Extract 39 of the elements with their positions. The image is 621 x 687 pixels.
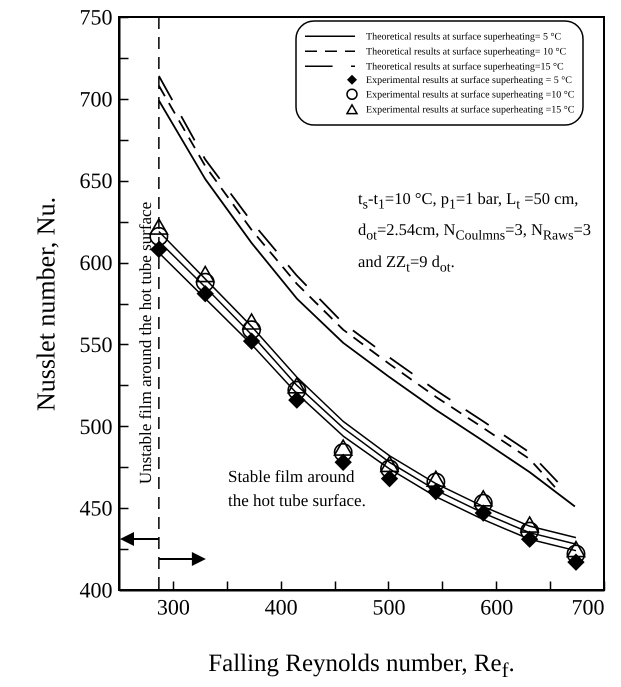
y-tick-label: 750: [80, 4, 112, 30]
x-tick-label: 600: [480, 594, 514, 620]
y-tick-label: 400: [80, 578, 112, 602]
legend-label: Experimental results at surface superheating =15 °C: [366, 104, 575, 116]
x-tick-label: 500: [372, 594, 406, 620]
annotation: Stable film around the hot tube surface.: [228, 467, 366, 510]
point: [334, 443, 353, 462]
point: [196, 266, 215, 282]
point: [334, 439, 353, 456]
y-tick-label: 700: [80, 86, 112, 112]
x-tick-label: 300: [156, 594, 190, 620]
legend-label: Theoretical results at surface superheating=15 °C: [366, 61, 564, 72]
y-tick-label: 600: [80, 250, 112, 276]
x-tick-label: 400: [264, 594, 298, 620]
x-axis-title: Falling Reynolds number, Re$_{f}$.: [207, 650, 516, 683]
y-tick-label: 650: [80, 168, 112, 194]
y-tick-label: 550: [80, 332, 112, 357]
legend-label: Experimental results at surface superheating = 5 °C: [366, 74, 572, 86]
legend-label: Experimental results at surface superheating =10 °C: [366, 89, 575, 100]
point: [426, 472, 446, 492]
point: [242, 320, 262, 340]
y-axis-title: Nusslet number, Nu.: [32, 196, 60, 412]
point: [474, 490, 493, 507]
point: [287, 377, 306, 394]
point: [380, 456, 399, 472]
text: t$_{s}$-t$_{1}$=10 °C, p$_{1}$=1 bar, L$_{t}$ =50 cm, d$_{ot}$=2.54cm, N$_{Coulmns}$=3, N$_{Raws}$=3 and ZZ$_{t}$=9 d$_{ot}$.: [358, 189, 591, 274]
annotation: Unstable film around the hot tube surface: [136, 202, 155, 484]
y-tick-label: 500: [80, 414, 112, 439]
point: [196, 272, 215, 292]
point: [242, 313, 262, 330]
legend-label: Theoretical results at surface superheating= 10 °C: [366, 46, 566, 58]
y-tick-label: 450: [80, 496, 112, 521]
legend-label: Theoretical results at surface superheating= 5 °C: [366, 31, 562, 42]
point: [566, 540, 586, 558]
point: [150, 240, 168, 258]
point: [426, 470, 446, 487]
point: [196, 285, 214, 302]
x-tick-label: 700: [572, 594, 604, 620]
point: [520, 516, 540, 533]
